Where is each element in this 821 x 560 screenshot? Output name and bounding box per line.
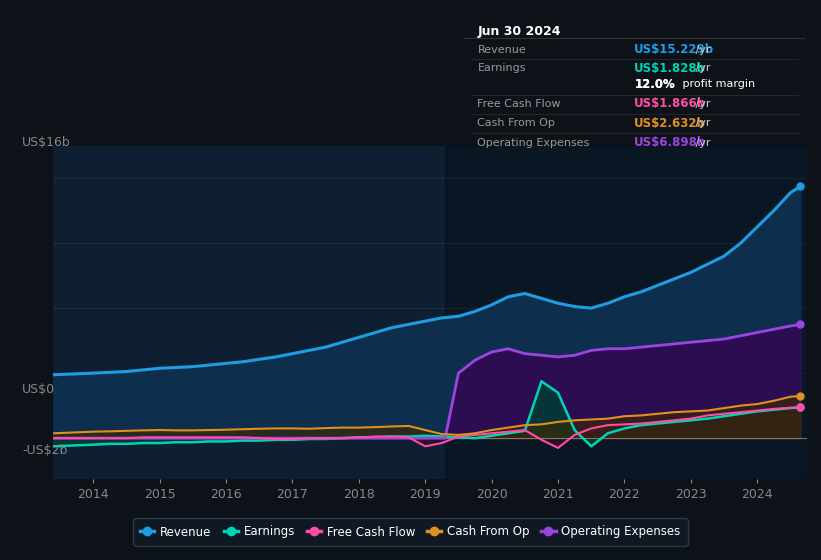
Bar [445, 146, 807, 479]
Text: Earnings: Earnings [478, 63, 526, 73]
Legend: Revenue, Earnings, Free Cash Flow, Cash From Op, Operating Expenses: Revenue, Earnings, Free Cash Flow, Cash … [133, 519, 688, 545]
Text: Operating Expenses: Operating Expenses [478, 138, 589, 147]
Text: US$6.898b: US$6.898b [635, 136, 707, 149]
Text: US$0: US$0 [22, 382, 55, 396]
Text: /yr: /yr [692, 118, 711, 128]
Text: /yr: /yr [692, 63, 711, 73]
Text: 12.0%: 12.0% [635, 78, 675, 91]
Text: /yr: /yr [692, 99, 711, 109]
Text: /yr: /yr [692, 44, 711, 54]
Text: US$15.229b: US$15.229b [635, 43, 714, 56]
Text: profit margin: profit margin [678, 79, 754, 89]
Text: US$2.632b: US$2.632b [635, 116, 706, 129]
Text: Cash From Op: Cash From Op [478, 118, 555, 128]
Text: Revenue: Revenue [478, 44, 526, 54]
Text: US$1.866b: US$1.866b [635, 97, 706, 110]
Text: US$16b: US$16b [22, 136, 71, 150]
Text: -US$2b: -US$2b [22, 444, 67, 457]
Text: Free Cash Flow: Free Cash Flow [478, 99, 561, 109]
Text: US$1.828b: US$1.828b [635, 62, 706, 74]
Text: 12.0%: 12.0% [635, 78, 675, 91]
Text: Jun 30 2024: Jun 30 2024 [478, 25, 561, 38]
Text: /yr: /yr [692, 138, 711, 147]
